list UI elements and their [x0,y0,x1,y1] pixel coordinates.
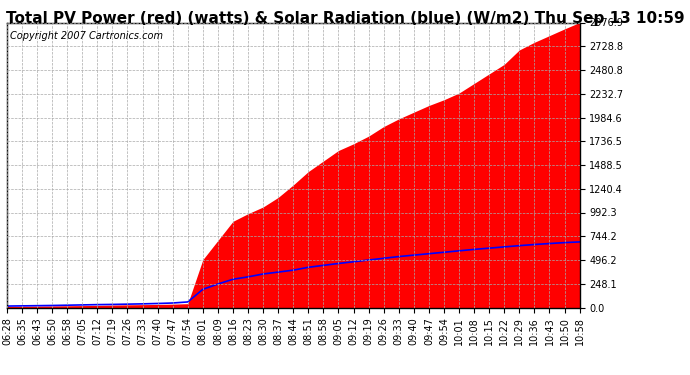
Text: Copyright 2007 Cartronics.com: Copyright 2007 Cartronics.com [10,31,163,41]
Text: Total PV Power (red) (watts) & Solar Radiation (blue) (W/m2) Thu Sep 13 10:59: Total PV Power (red) (watts) & Solar Rad… [6,11,684,26]
